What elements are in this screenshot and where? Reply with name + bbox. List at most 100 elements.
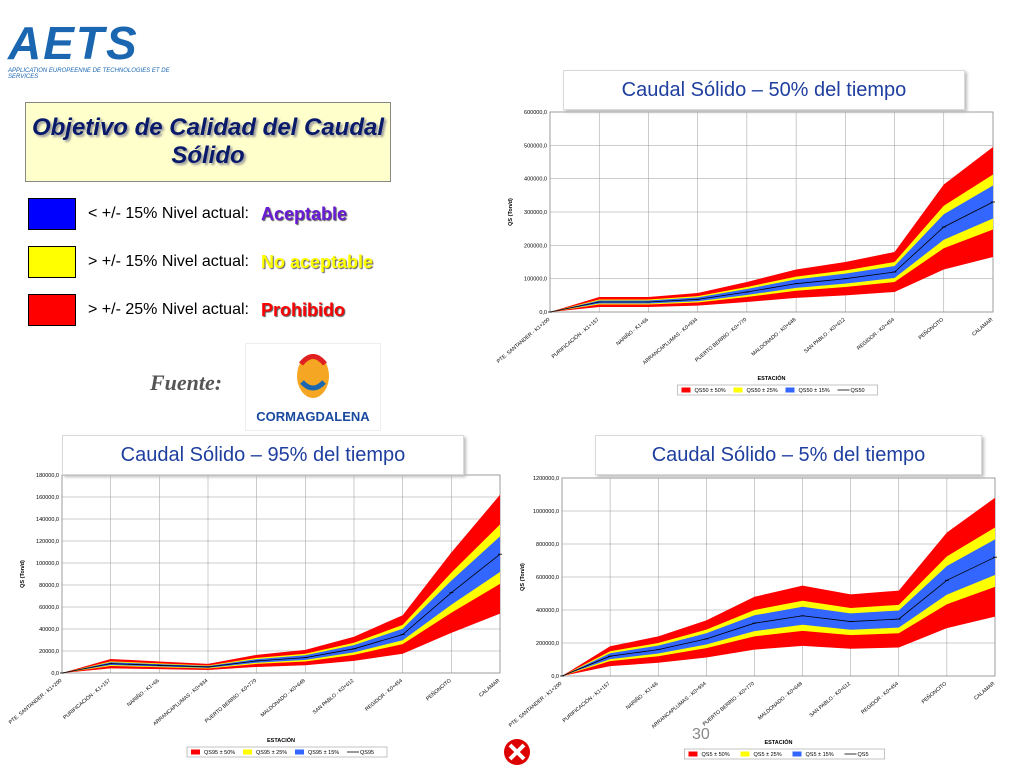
y-tick-label: 180000,0 xyxy=(36,473,59,479)
level-status: Prohibido xyxy=(260,299,345,320)
x-tick-label: CALAMAR xyxy=(973,681,996,702)
legend-swatch xyxy=(243,749,252,755)
x-tick-label: MALDONADO - K0+648 xyxy=(751,317,798,358)
band xyxy=(62,494,500,673)
x-tick-label: ARRANCAPLUMAS - K0+934 xyxy=(642,317,699,366)
x-tick-label: PTE. SANTANDER - K1+200 xyxy=(8,678,63,726)
level-swatch xyxy=(28,294,76,326)
source-name: CORMAGDALENA xyxy=(256,409,370,424)
x-tick-label: PUERTO BERRÍO - K0+770 xyxy=(694,316,749,363)
x-tick-label: NARIÑO - K1+66 xyxy=(126,677,161,708)
y-tick-label: 120000,0 xyxy=(36,539,59,545)
y-axis-label: QS (Ton/d) xyxy=(20,560,26,588)
legend-label: QS95 ± 50% xyxy=(204,750,235,756)
legend-swatch xyxy=(792,751,802,757)
y-tick-label: 1200000,0 xyxy=(533,476,559,482)
band xyxy=(562,539,995,676)
logo-tagline: APPLICATION EUROPEENNE DE TECHNOLOGIES E… xyxy=(8,68,170,80)
x-tick-label: SAN PABLO - K0+612 xyxy=(312,678,356,716)
x-tick-label: PEÑONCITO xyxy=(917,316,945,341)
chart-title: Caudal Sólido – 95% del tiempo xyxy=(62,435,464,475)
x-axis-label: ESTACIÓN xyxy=(764,738,792,746)
x-tick-label: PEÑONCITO xyxy=(425,677,453,702)
y-tick-label: 300000,0 xyxy=(524,210,547,216)
x-tick-label: PTE. SANTANDER - K1+200 xyxy=(496,317,551,365)
y-tick-label: 0,0 xyxy=(51,671,59,677)
level-row: < +/- 15% Nivel actual: Aceptable xyxy=(28,198,347,230)
y-tick-label: 20000,0 xyxy=(39,649,59,655)
legend-label: QS95 ± 25% xyxy=(256,750,287,756)
x-tick-label: PUERTO BERRÍO - K0+770 xyxy=(701,680,756,727)
level-swatch xyxy=(28,198,76,230)
y-tick-label: 60000,0 xyxy=(39,605,59,611)
level-text: < +/- 15% Nivel actual: xyxy=(88,205,249,222)
legend-label: QS50 ± 25% xyxy=(747,388,778,394)
x-tick-label: PURIFICACIÓN - K1+157 xyxy=(550,316,600,360)
x-tick-label: ARRANCAPLUMAS - K0+934 xyxy=(651,681,708,730)
y-tick-label: 0,0 xyxy=(551,674,559,680)
legend-box xyxy=(677,384,878,396)
legend-label: QS5 ± 50% xyxy=(702,752,730,758)
level-row: > +/- 15% Nivel actual: No aceptable xyxy=(28,246,373,278)
y-tick-label: 0,0 xyxy=(539,310,547,316)
plot-area xyxy=(61,474,501,674)
y-tick-label: 400000,0 xyxy=(524,177,547,183)
x-axis-label: ESTACIÓN xyxy=(757,374,785,382)
y-axis-label: QS (Ton/d) xyxy=(520,563,526,591)
logo: AETS APPLICATION EUROPEENNE DE TECHNOLOG… xyxy=(8,18,173,88)
legend-swatch xyxy=(740,751,750,757)
level-text: > +/- 15% Nivel actual: xyxy=(88,253,249,270)
level-swatch xyxy=(28,246,76,278)
legend-swatch xyxy=(191,749,200,755)
center-line xyxy=(61,553,501,674)
y-tick-label: 160000,0 xyxy=(36,495,59,501)
legend-swatch xyxy=(681,387,691,393)
legend-label: QS50 ± 50% xyxy=(695,388,726,394)
legend-swatch xyxy=(688,751,698,757)
y-tick-label: 600000,0 xyxy=(536,575,559,581)
legend-label: QS95 xyxy=(360,750,374,756)
close-icon-cross xyxy=(508,743,526,761)
logo-name: AETS xyxy=(8,17,139,69)
page-number: 30 xyxy=(692,726,710,743)
center-line xyxy=(549,201,994,313)
x-tick-label: ARRANCAPLUMAS - K0+934 xyxy=(152,678,209,727)
legend-swatch xyxy=(295,749,304,755)
x-axis-label: ESTACIÓN xyxy=(267,736,295,744)
x-tick-label: PURIFICACIÓN - K1+157 xyxy=(62,677,112,721)
x-tick-label: PURIFICACIÓN - K1+157 xyxy=(561,680,611,724)
x-tick-label: SAN PABLO - K0+612 xyxy=(803,317,847,355)
center-line xyxy=(561,556,996,677)
legend-label: QS50 ± 15% xyxy=(799,388,830,394)
x-tick-label: NARIÑO - K1+66 xyxy=(624,680,659,711)
level-status: Aceptable xyxy=(260,203,347,224)
y-tick-label: 800000,0 xyxy=(536,542,559,548)
x-tick-label: SAN PABLO - K0+612 xyxy=(809,681,853,719)
legend-label: QS5 xyxy=(858,752,869,758)
y-tick-label: 400000,0 xyxy=(536,608,559,614)
band xyxy=(62,536,500,673)
legend-label: QS5 ± 15% xyxy=(806,752,834,758)
legend-box xyxy=(684,748,885,760)
y-tick-label: 200000,0 xyxy=(524,243,547,249)
legend-label: QS5 ± 25% xyxy=(754,752,782,758)
level-text: > +/- 25% Nivel actual: xyxy=(88,301,249,318)
x-tick-label: PEÑONCITO xyxy=(920,680,948,705)
level-row: > +/- 25% Nivel actual: Prohibido xyxy=(28,294,345,326)
legend-label: QS95 ± 15% xyxy=(308,750,339,756)
x-tick-label: REGIDOR - K0+454 xyxy=(364,678,404,713)
chart-title: Caudal Sólido – 5% del tiempo xyxy=(595,435,982,475)
y-tick-label: 140000,0 xyxy=(36,517,59,523)
heading: Objetivo de Calidad del Caudal Sólido xyxy=(25,102,391,182)
x-tick-label: CALAMAR xyxy=(971,317,994,338)
source-logo: CORMAGDALENA xyxy=(245,343,381,431)
y-tick-label: 40000,0 xyxy=(39,627,59,633)
legend-swatch xyxy=(733,387,743,393)
y-tick-label: 200000,0 xyxy=(536,641,559,647)
band xyxy=(550,185,993,312)
x-tick-label: REGIDOR - K0+454 xyxy=(856,317,896,352)
y-tick-label: 80000,0 xyxy=(39,583,59,589)
source-label: Fuente: xyxy=(150,370,223,395)
